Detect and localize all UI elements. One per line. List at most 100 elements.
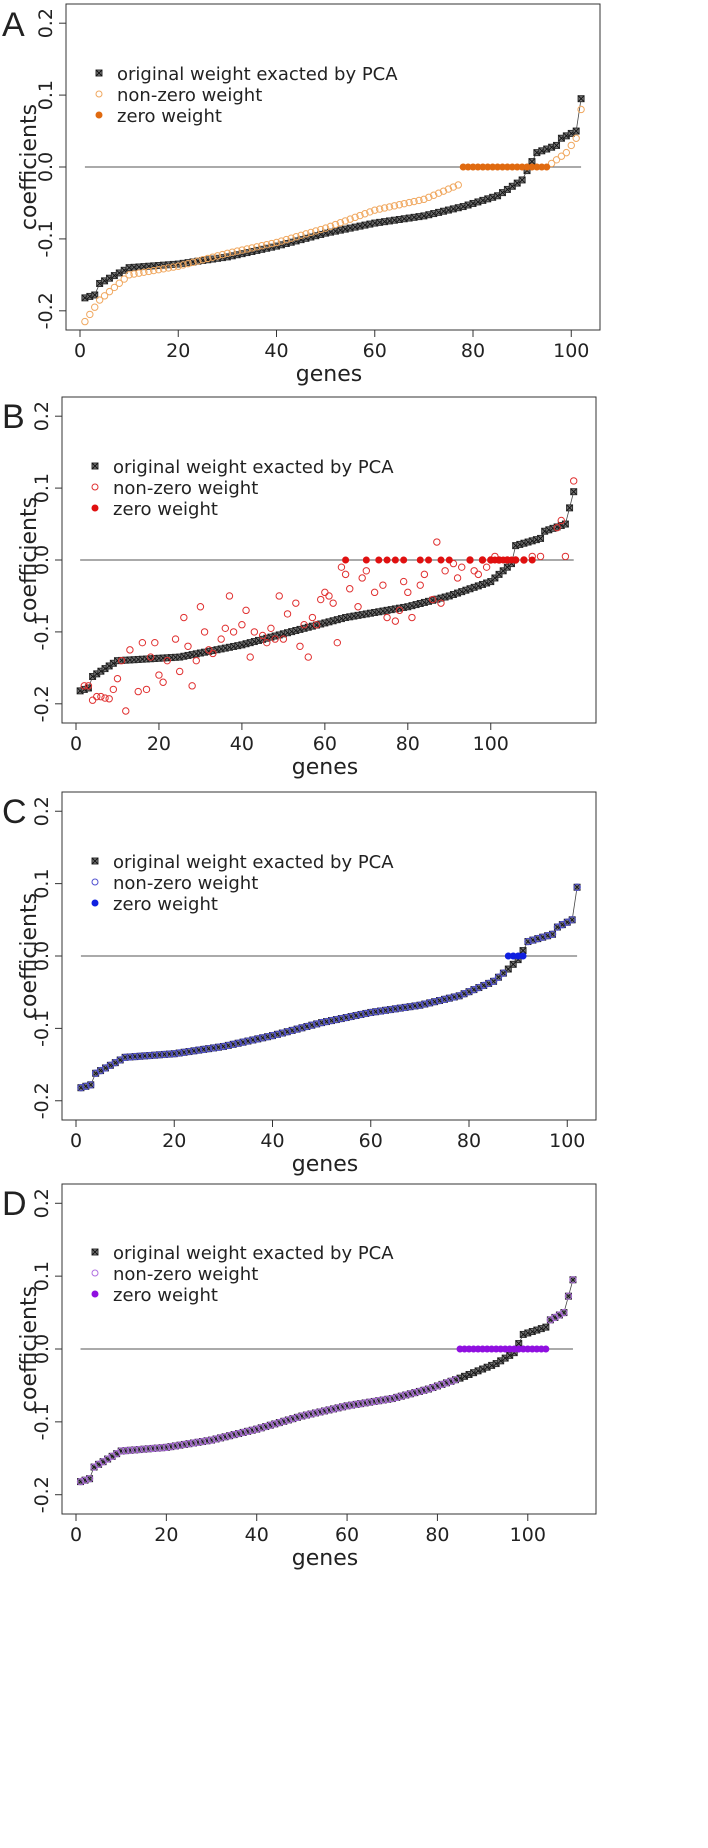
nonzero-point	[312, 227, 320, 235]
nonzero-point	[376, 1007, 385, 1015]
y-tick-label: 0.2	[35, 8, 57, 38]
nonzero-point	[321, 588, 329, 597]
nonzero-point	[117, 656, 126, 665]
nonzero-point	[408, 613, 416, 622]
zero-point	[466, 556, 474, 564]
nonzero-point	[460, 990, 468, 998]
nonzero-point	[97, 692, 105, 701]
nonzero-point	[144, 1445, 152, 1453]
nonzero-point	[401, 1003, 409, 1012]
nonzero-point	[131, 1052, 139, 1061]
nonzero-point	[395, 201, 404, 209]
x-tick-label: 20	[147, 733, 171, 755]
nonzero-point	[267, 239, 276, 248]
nonzero-point	[140, 268, 148, 276]
nonzero-point	[450, 993, 458, 1001]
nonzero-point	[449, 183, 458, 191]
legend-label: zero weight	[113, 894, 218, 915]
pca-point-x	[537, 535, 544, 542]
nonzero-point	[405, 198, 413, 207]
legend-label: original weight exacted by PCA	[113, 1243, 394, 1264]
nonzero-point	[248, 1426, 256, 1434]
nonzero-point	[280, 1417, 288, 1425]
x-tick-label: 20	[154, 1524, 178, 1546]
legend-zero-marker	[91, 899, 99, 907]
nonzero-point	[404, 588, 412, 597]
nonzero-point	[253, 1425, 261, 1433]
nonzero-point	[93, 692, 101, 701]
nonzero-point	[325, 1406, 333, 1414]
nonzero-point	[424, 1385, 433, 1393]
nonzero-point	[308, 1021, 316, 1029]
nonzero-point	[300, 621, 308, 629]
nonzero-point	[167, 1442, 175, 1451]
nonzero-point	[393, 1393, 401, 1402]
pca-point-x	[577, 95, 585, 103]
nonzero-point	[258, 242, 266, 250]
nonzero-point	[169, 263, 178, 271]
nonzero-point	[199, 256, 207, 264]
nonzero-point	[225, 1432, 234, 1440]
nonzero-point	[543, 932, 552, 940]
nonzero-point	[366, 208, 374, 216]
nonzero-point	[221, 624, 230, 633]
nonzero-point	[234, 1039, 242, 1047]
nonzero-point	[428, 595, 437, 604]
nonzero-point	[192, 656, 200, 665]
nonzero-point	[560, 1308, 568, 1317]
nonzero-point	[160, 1050, 169, 1059]
pca-point-x	[542, 1323, 550, 1331]
pca-point-x	[515, 1340, 523, 1347]
nonzero-point	[433, 1382, 442, 1390]
nonzero-point	[458, 563, 466, 571]
nonzero-point	[292, 233, 300, 241]
nonzero-point	[229, 1040, 237, 1049]
pca-point-x	[518, 176, 526, 184]
nonzero-point	[444, 185, 453, 193]
y-tick-label: 0.0	[31, 941, 53, 971]
nonzero-point	[151, 638, 159, 647]
nonzero-point	[287, 234, 295, 242]
nonzero-point	[529, 936, 537, 944]
nonzero-point	[228, 248, 236, 256]
nonzero-point	[81, 1476, 89, 1484]
nonzero-point	[184, 259, 192, 268]
nonzero-point	[342, 1013, 350, 1022]
x-tick-label: 0	[70, 733, 82, 755]
nonzero-point	[86, 310, 94, 319]
nonzero-point	[258, 631, 267, 640]
legend-nonzero-marker	[91, 878, 99, 886]
zero-point	[425, 556, 433, 564]
nonzero-point	[406, 1390, 415, 1398]
nonzero-point	[238, 246, 246, 254]
pca-point-x	[86, 1475, 93, 1483]
panel-letter: C	[2, 793, 27, 831]
nonzero-point	[170, 1050, 178, 1058]
nonzero-point	[317, 595, 325, 604]
nonzero-point	[499, 969, 508, 977]
nonzero-point	[188, 682, 196, 690]
y-tick-label: 0.2	[31, 401, 53, 431]
zero-point	[478, 556, 486, 564]
nonzero-point	[569, 1276, 577, 1284]
nonzero-point	[316, 1408, 324, 1416]
pca-point-x	[562, 520, 569, 528]
zero-point	[519, 952, 527, 960]
nonzero-point	[564, 1292, 573, 1300]
y-tick-label: 0.1	[31, 1261, 53, 1291]
nonzero-point	[415, 196, 423, 205]
nonzero-point	[105, 695, 113, 703]
nonzero-point	[275, 592, 283, 600]
nonzero-point	[292, 599, 300, 607]
nonzero-point	[311, 1409, 320, 1417]
nonzero-point	[347, 1401, 356, 1409]
zero-point	[543, 163, 551, 171]
nonzero-point	[302, 230, 310, 238]
nonzero-point	[454, 181, 462, 189]
nonzero-point	[551, 1313, 559, 1322]
nonzero-point	[81, 317, 89, 326]
y-tick-label: 0.0	[35, 152, 57, 182]
zero-point	[520, 556, 528, 564]
